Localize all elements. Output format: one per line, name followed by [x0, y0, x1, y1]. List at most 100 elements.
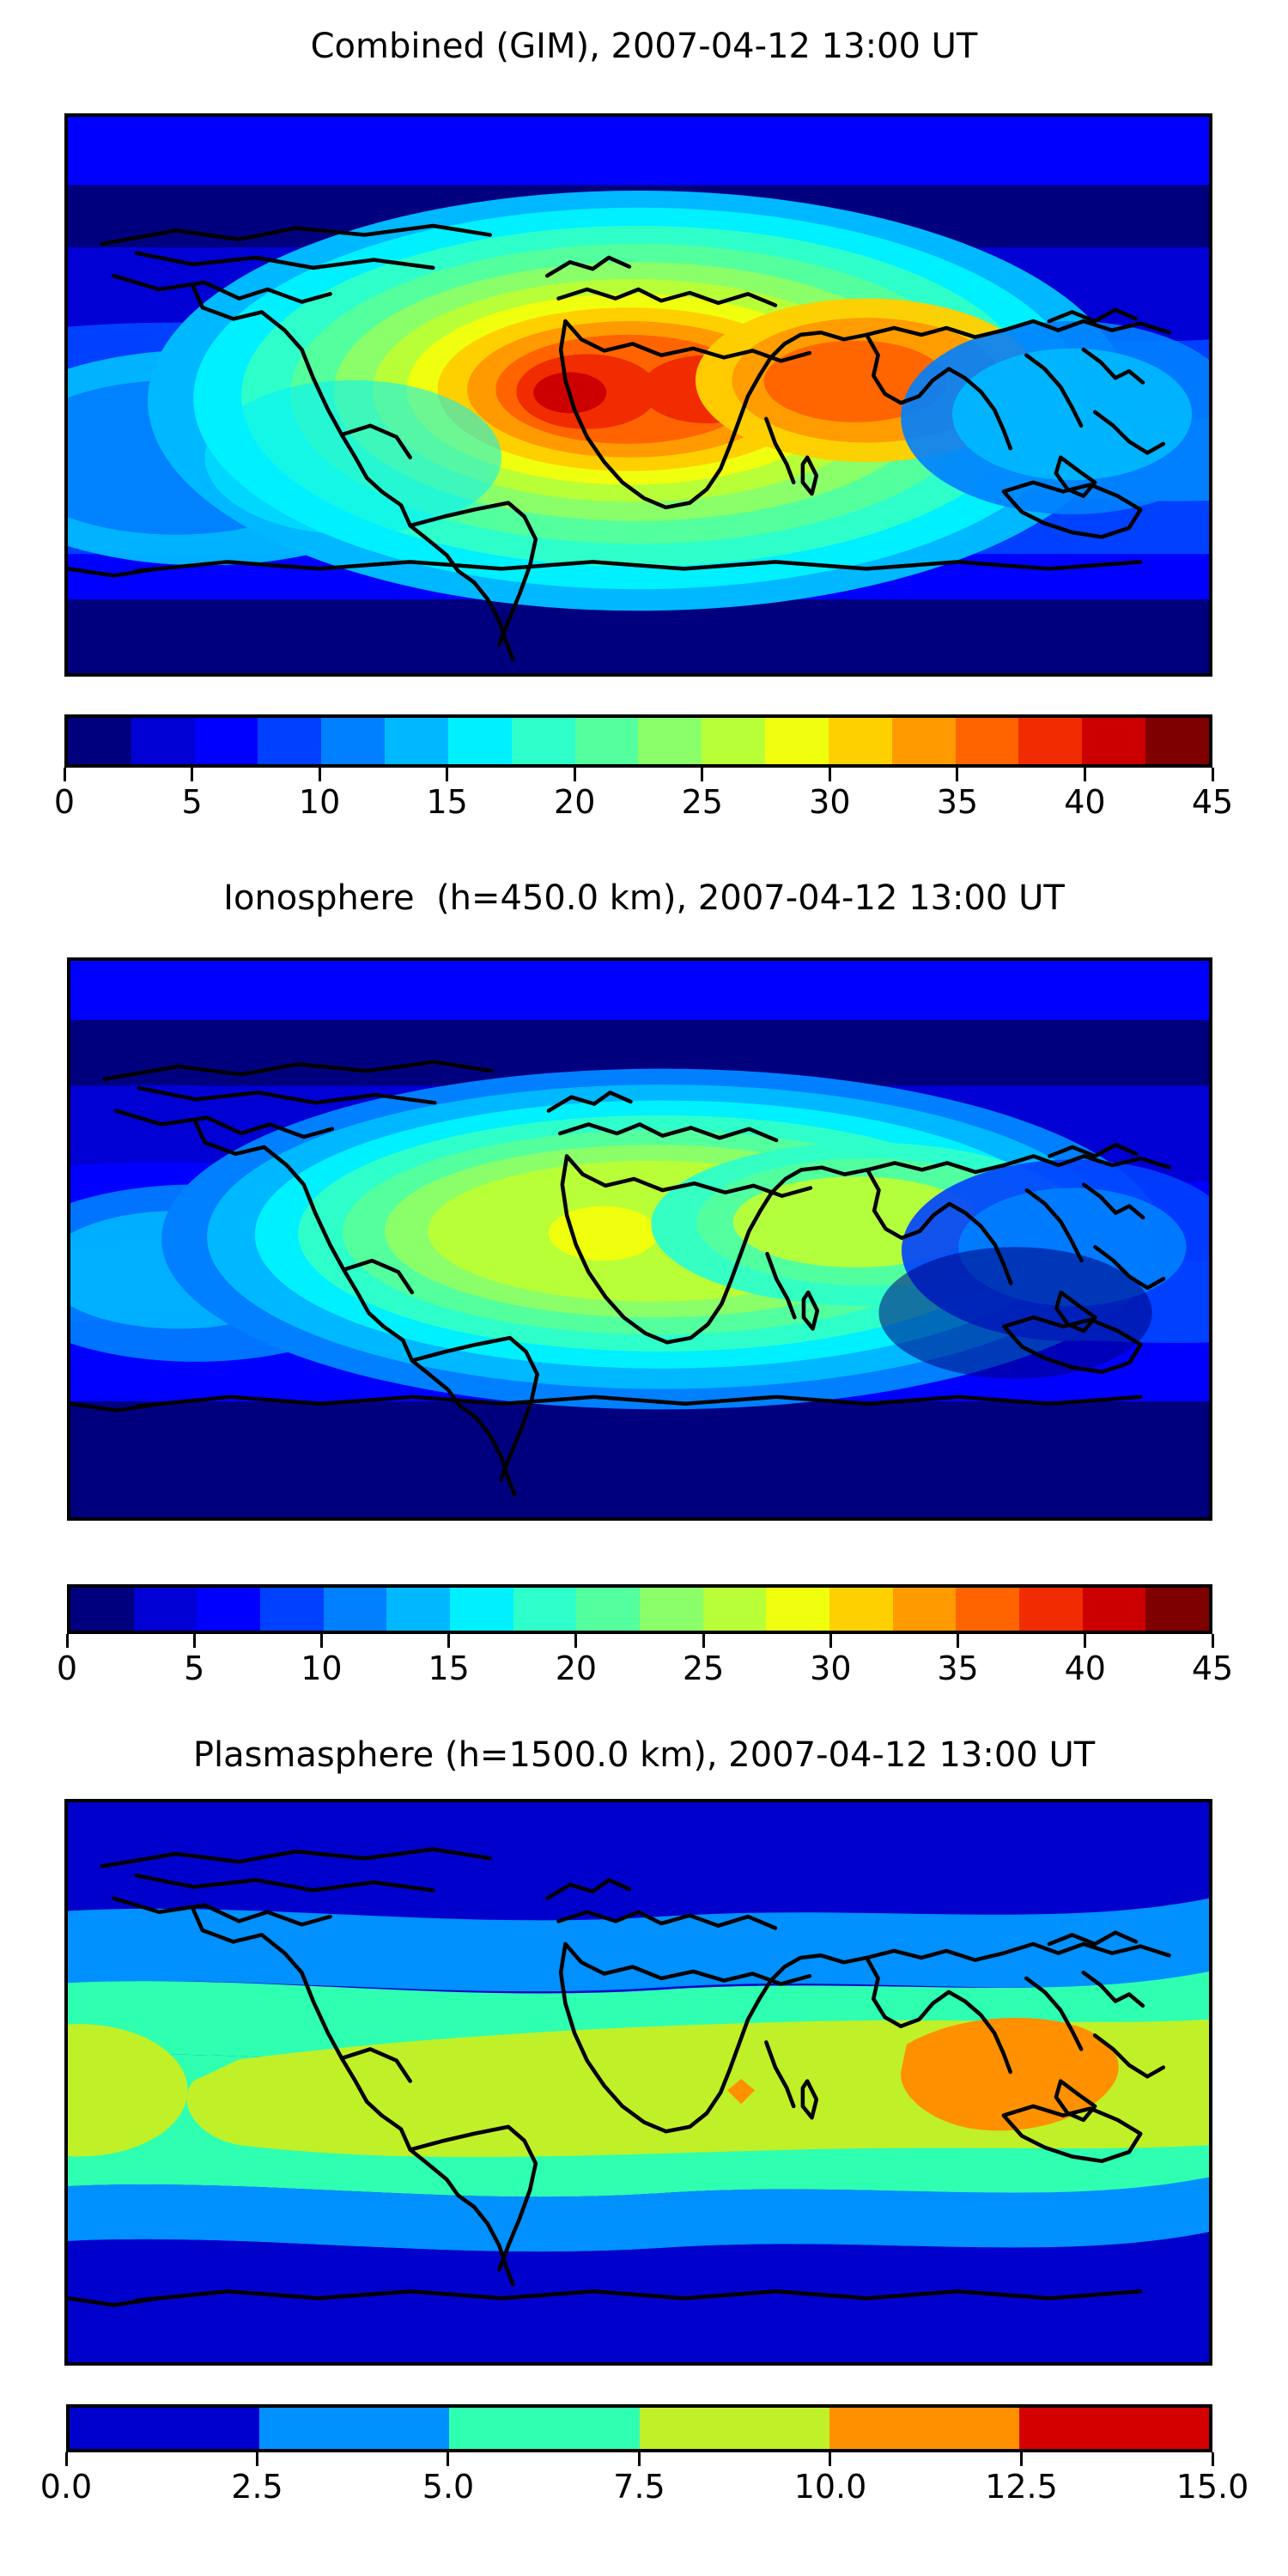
colorbar-segment: [638, 718, 702, 764]
colorbar-segment: [133, 1588, 197, 1631]
colorbar-tick-label: 10: [301, 1649, 343, 1687]
panel-title-ionosphere: Ionosphere (h=450.0 km), 2007-04-12 13:0…: [223, 878, 1065, 918]
colorbar-tick-mark: [828, 768, 831, 781]
colorbar-segment: [639, 2408, 829, 2449]
panel-plasmasphere: Plasmasphere (h=1500.0 km), 2007-04-12 1…: [0, 1713, 1288, 2576]
colorbar-segment: [1145, 718, 1209, 764]
colorbar-segment: [1082, 718, 1146, 764]
colorbar-tick-mark: [957, 1634, 960, 1648]
colorbar-tick-mark: [701, 768, 704, 781]
colorbar-segment: [321, 718, 386, 764]
colorbar-tick-mark: [446, 768, 449, 781]
colorbar-tick-label: 5: [181, 783, 203, 821]
colorbar-segment: [70, 2408, 260, 2449]
colorbar-tick-label: 30: [810, 1649, 852, 1687]
colorbar-tick-label: 20: [554, 783, 596, 821]
colorbar-tick-label: 0: [53, 783, 76, 821]
panel-ionosphere: Ionosphere (h=450.0 km), 2007-04-12 13:0…: [0, 859, 1288, 1713]
colorbar-tick-mark: [447, 1634, 451, 1648]
colorbar-tick-mark: [956, 768, 959, 781]
colorbar-segment: [197, 1588, 261, 1631]
colorbar-segment: [513, 1588, 577, 1631]
colorbar-plasmasphere: [66, 2404, 1212, 2452]
colorbar-segment: [1018, 718, 1083, 764]
colorbar-tick-mark: [1020, 2452, 1023, 2466]
colorbar-segment: [511, 718, 575, 764]
colorbar-tick-label: 40: [1064, 783, 1106, 821]
colorbar-tick-label: 0: [56, 1649, 78, 1687]
colorbar-tick-mark: [1211, 768, 1214, 781]
colorbar-tick-mark: [573, 768, 576, 781]
colorbar-tick-label: 10.0: [793, 2468, 867, 2506]
colorbar-tick-label: 2.5: [231, 2468, 283, 2506]
colorbar-segment: [892, 1588, 957, 1631]
colorbar-segment: [323, 1588, 387, 1631]
colorbar-tick-label: 35: [937, 1649, 979, 1687]
colorbar-tick-mark: [255, 2452, 258, 2466]
colorbar-tick-mark: [1084, 1634, 1087, 1648]
colorbar-tick-label: 7.5: [613, 2468, 665, 2506]
colorbar-segment: [574, 718, 639, 764]
colorbar-tick-label: 12.5: [985, 2468, 1058, 2506]
colorbar-tick-mark: [829, 2452, 832, 2466]
colorbar-tick-label: 45: [1191, 1649, 1234, 1687]
colorbar-tick-mark: [64, 2452, 68, 2466]
map-ionosphere: [67, 957, 1212, 1521]
colorbar-segment: [702, 718, 766, 764]
colorbar-segment: [68, 718, 131, 764]
colorbar-tick-mark: [702, 1634, 705, 1648]
colorbar-segment: [576, 1588, 641, 1631]
colorbar-segment: [131, 718, 195, 764]
colorbar-tick-mark: [574, 1634, 578, 1648]
colorbar-segment: [765, 718, 829, 764]
colorbar-tick-label: 15.0: [1176, 2468, 1249, 2506]
colorbar-segment: [1145, 1588, 1210, 1631]
colorbar-tick-label: 5: [184, 1649, 205, 1687]
colorbar-tick-mark: [1083, 768, 1086, 781]
colorbar-tick-mark: [1211, 1634, 1214, 1648]
colorbar-tick-label: 15: [426, 783, 468, 821]
colorbar-tick-mark: [318, 768, 321, 781]
colorbar-tick-label: 5.0: [422, 2468, 475, 2506]
colorbar-tick-label: 15: [428, 1649, 470, 1687]
colorbar-tick-label: 30: [809, 783, 851, 821]
colorbar-segment: [260, 1588, 324, 1631]
colorbar-ticks-plasmasphere: 0.0 2.5 5.0 7.5 10.0 12.5 15.0: [40, 2452, 1249, 2506]
colorbar-segment: [447, 718, 512, 764]
colorbar-segment: [194, 718, 258, 764]
colorbar-segment: [829, 1588, 893, 1631]
colorbar-segment: [70, 1588, 134, 1631]
colorbar-tick-mark: [63, 768, 66, 781]
colorbar-segment: [1018, 2408, 1210, 2449]
colorbar-ticks-ionosphere: 0 5 10 15 20 25 30 35 40 45: [57, 1634, 1233, 1687]
colorbar-tick-mark: [65, 1634, 69, 1648]
colorbar-segment: [386, 1588, 451, 1631]
colorbar-tick-mark: [1211, 2452, 1214, 2466]
colorbar-segment: [1019, 1588, 1083, 1631]
colorbar-segment: [766, 1588, 830, 1631]
colorbar-segment: [955, 718, 1019, 764]
colorbar-tick-label: 0.0: [39, 2468, 93, 2506]
colorbar-ionosphere: [67, 1584, 1212, 1634]
colorbar-segment: [450, 1588, 513, 1631]
panel-title-plasmasphere: Plasmasphere (h=1500.0 km), 2007-04-12 1…: [192, 1735, 1096, 1775]
map-canvas-combined: [68, 117, 1209, 673]
colorbar-tick-mark: [319, 1634, 323, 1648]
colorbar-tick-label: 35: [936, 783, 979, 821]
map-plasmasphere: [64, 1799, 1212, 2366]
colorbar-tick-mark: [447, 2452, 450, 2466]
colorbar-segment: [385, 718, 448, 764]
map-canvas-ionosphere: [70, 961, 1209, 1517]
colorbar-segment: [702, 1588, 767, 1631]
colorbar-tick-mark: [191, 768, 194, 781]
colorbar-tick-mark: [192, 1634, 196, 1648]
panel-combined-gim: Combined (GIM), 2007-04-12 13:00 UT: [0, 0, 1288, 859]
colorbar-tick-mark: [829, 1634, 832, 1648]
colorbar-segment: [829, 2408, 1019, 2449]
colorbar-tick-label: 40: [1064, 1649, 1106, 1687]
panel-title-combined: Combined (GIM), 2007-04-12 13:00 UT: [310, 27, 978, 66]
colorbar-segment: [956, 1588, 1020, 1631]
colorbar-tick-label: 25: [682, 1649, 725, 1687]
colorbar-segment: [1082, 1588, 1146, 1631]
